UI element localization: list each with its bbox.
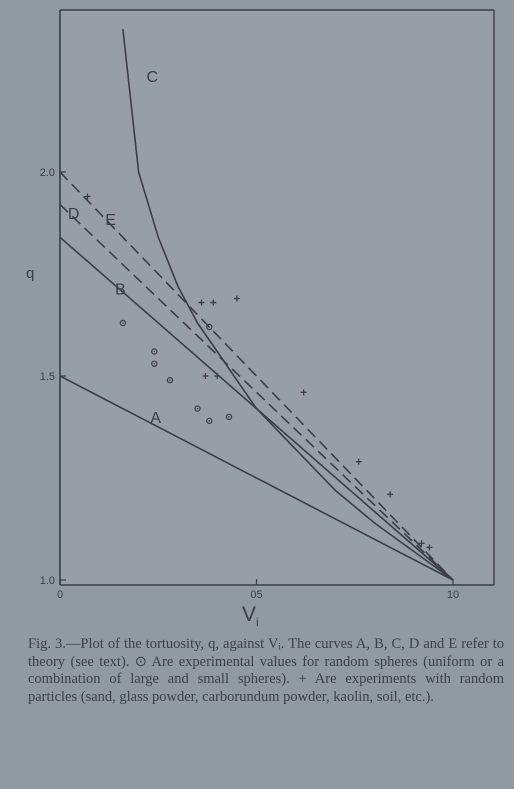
series-label-c: C — [147, 69, 159, 86]
circle-point — [206, 417, 213, 425]
circle-point — [119, 319, 127, 327]
circle-point — [206, 323, 213, 331]
circle-point-center — [169, 379, 171, 381]
series-label-d: D — [68, 206, 80, 223]
series-label-a: A — [150, 410, 161, 427]
circle-point — [151, 348, 158, 355]
y-tick-label: 1.5 — [40, 371, 55, 383]
y-tick-label: 2.0 — [40, 167, 55, 179]
tortuosity-plot: A B C D E 1.0 1.5 2.0 0 05 10 q Vi — [26, 9, 495, 629]
circle-point-center — [153, 363, 156, 365]
circle-point — [166, 376, 174, 384]
marker-layer — [84, 193, 433, 551]
series-label-e: E — [105, 212, 116, 229]
cross-point — [418, 540, 425, 547]
series-line-d — [59, 204, 454, 581]
cross-point — [214, 373, 221, 379]
cross-point — [233, 295, 240, 302]
cross-point — [84, 193, 91, 200]
tick-layer: 1.0 1.5 2.0 0 05 10 — [40, 167, 459, 601]
circle-point-center — [196, 407, 199, 410]
series-line-e — [59, 171, 454, 581]
series-line-c — [122, 29, 454, 581]
series-layer: A B C D E — [59, 29, 454, 581]
series-label-b: B — [115, 281, 126, 298]
x-axis-label-main: V — [242, 603, 256, 626]
figure-caption: Fig. 3.—Plot of the tortuosity, q, again… — [28, 636, 504, 705]
circle-point — [194, 405, 201, 412]
x-tick-label: 05 — [250, 589, 262, 601]
circle-point-center — [153, 350, 156, 353]
x-tick-label: 0 — [57, 589, 63, 601]
cross-point — [387, 491, 394, 498]
circle-point — [151, 360, 158, 367]
x-axis-label-subscript: i — [256, 615, 259, 629]
cross-point — [300, 389, 307, 396]
series-line-a — [59, 375, 454, 581]
cross-point — [210, 299, 217, 306]
circle-point-center — [228, 416, 230, 418]
x-axis-label: Vi — [242, 603, 259, 629]
cross-point — [426, 544, 433, 551]
x-tick-label: 10 — [447, 589, 459, 601]
y-tick-label: 1.0 — [40, 575, 55, 587]
circle-point-center — [208, 420, 211, 422]
y-axis-label: q — [26, 265, 34, 282]
cross-point — [198, 299, 205, 306]
circle-point-center — [122, 322, 124, 324]
cross-point — [202, 373, 209, 379]
circle-point-center — [208, 326, 211, 328]
circle-point — [225, 413, 233, 420]
cross-point — [355, 458, 362, 465]
